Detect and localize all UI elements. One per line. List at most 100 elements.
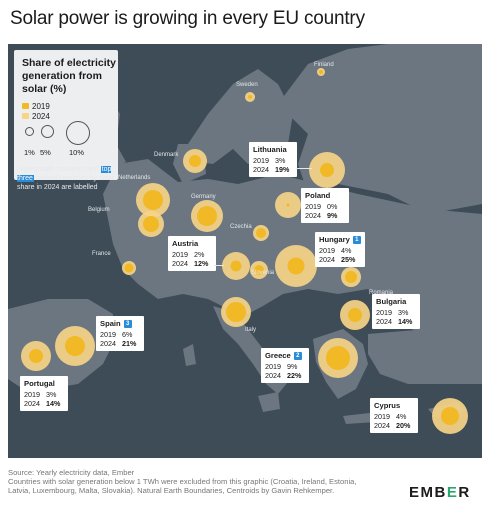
country-label-romania: Romania (369, 290, 394, 296)
legend: Share of electricity generation from sol… (14, 50, 118, 180)
callout-spain-name: Spain (100, 319, 121, 328)
callout-lithuania: Lithuania 2019 3% 2024 19% (249, 142, 297, 177)
callout-spain-value-2024: 21% (122, 339, 137, 348)
callout-hungary-value-2024: 25% (341, 255, 356, 264)
map: Share of electricity generation from sol… (8, 44, 482, 458)
legend-size-circle-large (66, 121, 90, 145)
callout-austria-year-2019: 2019 (172, 250, 188, 259)
legend-size-label-10: 10% (69, 148, 85, 157)
rank-badge-greece: 2 (293, 352, 302, 360)
callout-lithuania-year-2019: 2019 (253, 156, 269, 165)
callout-cyprus-value-2019: 4% (396, 412, 407, 421)
callout-portugal: Portugal 2019 3% 2024 14% (20, 376, 68, 411)
callout-hungary: Hungary 1 2019 4% 2024 25% (315, 232, 365, 267)
callout-lithuania-name: Lithuania (253, 145, 287, 154)
callout-portugal-value-2024: 14% (46, 399, 61, 408)
callout-cyprus-name: Cyprus (374, 401, 401, 410)
legend-swatch-2024 (22, 113, 29, 119)
note-text-before: High-growth countries and (17, 166, 101, 173)
callout-bulgaria-year-2019: 2019 (376, 308, 392, 317)
callout-bulgaria-year-2024: 2024 (376, 317, 392, 326)
callout-poland-value-2024: 9% (327, 211, 338, 220)
callout-austria-name: Austria (172, 239, 199, 248)
callout-poland-year-2024: 2024 (305, 211, 321, 220)
callout-bulgaria-value-2024: 14% (398, 317, 413, 326)
callout-lithuania-value-2024: 19% (275, 165, 290, 174)
callout-spain-year-2019: 2019 (100, 330, 116, 339)
bubble-france-2019 (124, 263, 134, 273)
callout-portugal-name: Portugal (24, 379, 55, 388)
callout-austria-value-2019: 2% (194, 250, 205, 259)
legend-size-label-1: 1% (24, 148, 35, 157)
rank-badge-hungary: 1 (352, 236, 361, 244)
bubble-italy-2019 (226, 302, 246, 322)
labelling-note: High-growth countries and top three rank… (17, 165, 127, 192)
ember-logo: EMBER (409, 484, 471, 501)
callout-cyprus-year-2019: 2019 (374, 412, 390, 421)
country-label-denmark: Denmark (154, 152, 179, 158)
bubble-hungary-2019 (287, 257, 305, 275)
bubble-spain-2019 (65, 336, 85, 356)
legend-size-label-5: 5% (40, 148, 51, 157)
bubble-bulgaria-2019 (348, 308, 362, 322)
bubble-sweden-2019 (248, 95, 252, 99)
legend-label-2019: 2019 (32, 102, 50, 111)
country-label-germany: Germany (191, 194, 216, 200)
callout-greece-year-2019: 2019 (265, 362, 281, 371)
bubble-germany-2019 (197, 206, 217, 226)
bubble-greece-2019 (326, 346, 350, 370)
bubble-cyprus-2019 (441, 407, 459, 425)
callout-lithuania-leader (296, 168, 312, 169)
bubble-portugal-2019 (29, 349, 43, 363)
callout-poland-year-2019: 2019 (305, 202, 321, 211)
country-label-netherlands: Netherlands (118, 175, 151, 181)
chart-title: Solar power is growing in every EU count… (10, 8, 365, 29)
callout-greece-value-2019: 9% (287, 362, 298, 371)
bubble-romania-2019 (345, 271, 357, 283)
legend-title: Share of electricity generation from sol… (22, 57, 116, 95)
bubble-lithuania-2019 (320, 163, 334, 177)
callout-austria: Austria 2019 2% 2024 12% (168, 236, 216, 271)
country-label-belgium: Belgium (88, 207, 110, 213)
note-text-after: ranked countries by solar share in 2024 … (17, 175, 115, 191)
callout-portugal-year-2024: 2024 (24, 399, 40, 408)
bubble-belgium-2019 (143, 216, 159, 232)
callout-poland: Poland 2019 0% 2024 9% (301, 188, 349, 223)
rank-badge-spain: 3 (123, 320, 132, 328)
callout-greece-value-2024: 22% (287, 371, 302, 380)
callout-lithuania-value-2019: 3% (275, 156, 286, 165)
bubble-denmark-2019 (189, 155, 201, 167)
bubble-slovenia-2019 (254, 265, 264, 275)
callout-austria-leader (214, 265, 224, 266)
country-label-czechia: Czechia (230, 224, 252, 230)
country-label-sweden: Sweden (236, 82, 258, 88)
callout-spain-year-2024: 2024 (100, 339, 116, 348)
callout-spain: Spain 3 2019 6% 2024 21% (96, 316, 144, 351)
country-label-france: France (92, 251, 111, 257)
source-line: Source: Yearly electricity data, Ember (8, 468, 135, 477)
callout-greece: Greece 2 2019 9% 2024 22% (261, 348, 309, 383)
callout-spain-value-2019: 6% (122, 330, 133, 339)
bubble-poland-2019 (286, 203, 290, 207)
legend-size-circle-small (25, 127, 34, 136)
bubble-finland-2019 (319, 70, 323, 74)
country-label-finland: Finland (314, 62, 334, 68)
legend-swatch-2019 (22, 103, 29, 109)
exclusion-note: Countries with solar generation below 1 … (8, 477, 357, 496)
callout-cyprus: Cyprus 2019 4% 2024 20% (370, 398, 418, 433)
callout-bulgaria-name: Bulgaria (376, 297, 407, 306)
callout-lithuania-year-2024: 2024 (253, 165, 269, 174)
callout-bulgaria: Bulgaria 2019 3% 2024 14% (372, 294, 420, 329)
callout-cyprus-year-2024: 2024 (374, 421, 390, 430)
legend-size-circle-medium (41, 125, 54, 138)
logo-text-post: R (458, 484, 471, 501)
callout-poland-name: Poland (305, 191, 331, 200)
legend-label-2024: 2024 (32, 112, 50, 121)
country-label-italy: Italy (245, 327, 257, 333)
callout-hungary-year-2019: 2019 (319, 246, 335, 255)
callout-greece-name: Greece (265, 351, 291, 360)
callout-poland-value-2019: 0% (327, 202, 338, 211)
callout-portugal-year-2019: 2019 (24, 390, 40, 399)
callout-hungary-name: Hungary (319, 235, 350, 244)
callout-austria-value-2024: 12% (194, 259, 209, 268)
